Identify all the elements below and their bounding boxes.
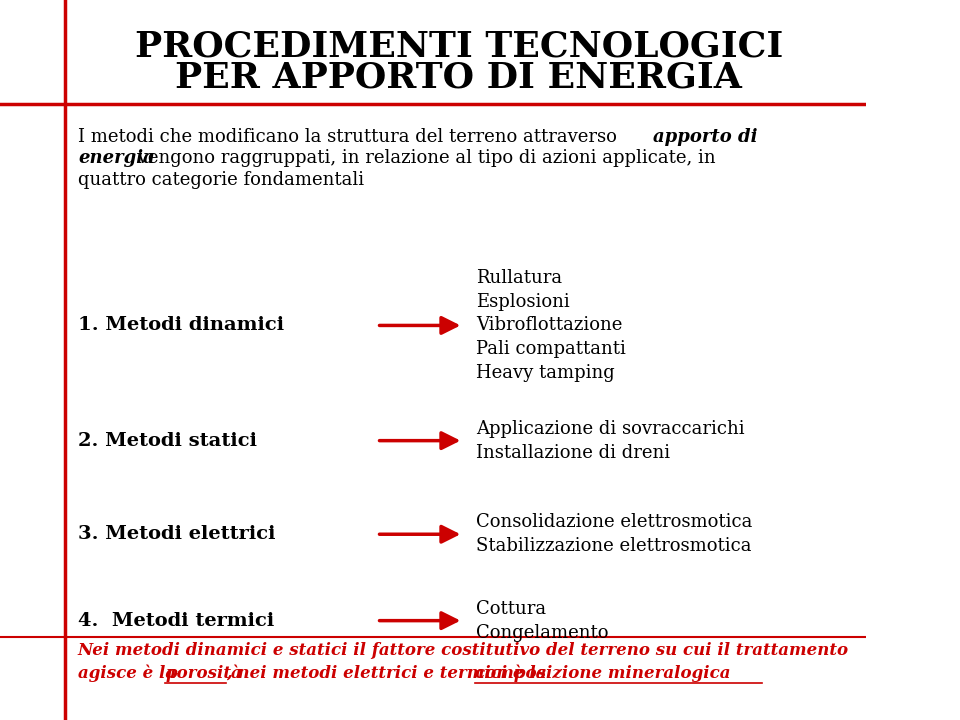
FancyArrowPatch shape bbox=[379, 433, 457, 449]
Text: energia: energia bbox=[78, 149, 155, 167]
Text: PER APPORTO DI ENERGIA: PER APPORTO DI ENERGIA bbox=[176, 60, 742, 94]
Text: PROCEDIMENTI TECNOLOGICI: PROCEDIMENTI TECNOLOGICI bbox=[134, 30, 783, 64]
Text: Vibroflottazione: Vibroflottazione bbox=[476, 317, 623, 334]
Text: , nei metodi elettrici e termici è la: , nei metodi elettrici e termici è la bbox=[226, 665, 552, 682]
FancyArrowPatch shape bbox=[379, 318, 457, 333]
Text: Stabilizzazione elettrosmotica: Stabilizzazione elettrosmotica bbox=[476, 537, 752, 555]
Text: agisce è la: agisce è la bbox=[78, 665, 181, 682]
Text: apporto di: apporto di bbox=[653, 128, 757, 146]
Text: Applicazione di sovraccarichi: Applicazione di sovraccarichi bbox=[476, 420, 745, 438]
Text: Consolidazione elettrosmotica: Consolidazione elettrosmotica bbox=[476, 513, 753, 531]
Text: 3. Metodi elettrici: 3. Metodi elettrici bbox=[78, 526, 276, 544]
Text: quattro categorie fondamentali: quattro categorie fondamentali bbox=[78, 171, 364, 189]
Text: 2. Metodi statici: 2. Metodi statici bbox=[78, 432, 257, 449]
Text: Pali compattanti: Pali compattanti bbox=[476, 340, 626, 358]
Text: Cottura: Cottura bbox=[476, 600, 546, 618]
Text: composizione mineralogica: composizione mineralogica bbox=[475, 665, 731, 682]
Text: I metodi che modificano la struttura del terreno attraverso: I metodi che modificano la struttura del… bbox=[78, 128, 622, 146]
Text: vengono raggruppati, in relazione al tipo di azioni applicate, in: vengono raggruppati, in relazione al tip… bbox=[132, 149, 716, 167]
Text: Congelamento: Congelamento bbox=[476, 624, 609, 642]
Text: Rullatura: Rullatura bbox=[476, 269, 563, 287]
Text: 1. Metodi dinamici: 1. Metodi dinamici bbox=[78, 317, 284, 334]
Text: Nei metodi dinamici e statici il fattore costitutivo del terreno su cui il tratt: Nei metodi dinamici e statici il fattore… bbox=[78, 642, 849, 660]
FancyArrowPatch shape bbox=[379, 613, 457, 629]
Text: 4.  Metodi termici: 4. Metodi termici bbox=[78, 612, 275, 629]
FancyArrowPatch shape bbox=[379, 526, 457, 542]
Text: Esplosioni: Esplosioni bbox=[476, 292, 570, 311]
Text: Installazione di dreni: Installazione di dreni bbox=[476, 444, 670, 462]
Text: porosità: porosità bbox=[165, 665, 242, 682]
Text: Heavy tamping: Heavy tamping bbox=[476, 364, 615, 382]
